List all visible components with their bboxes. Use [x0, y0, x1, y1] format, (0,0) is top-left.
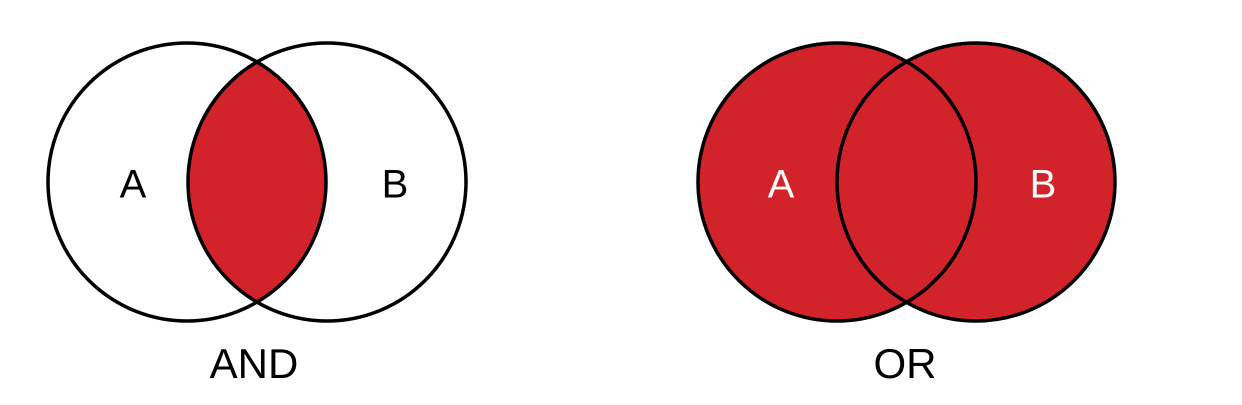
- or-venn-diagram: A B OR: [696, 41, 1117, 387]
- or-set-a-label: A: [768, 163, 795, 207]
- or-set-a-circle: [696, 41, 978, 323]
- and-set-b-label: B: [382, 163, 409, 207]
- and-set-a-label: A: [120, 163, 147, 207]
- and-set-b-circle: [186, 41, 468, 323]
- and-caption: AND: [210, 340, 299, 387]
- and-set-a-circle: [46, 41, 328, 323]
- or-set-b-label: B: [1030, 163, 1057, 207]
- and-venn-diagram: A B AND: [46, 41, 468, 387]
- or-set-b-circle: [835, 41, 1117, 323]
- or-caption: OR: [874, 340, 937, 387]
- and-intersection-region: [188, 43, 326, 321]
